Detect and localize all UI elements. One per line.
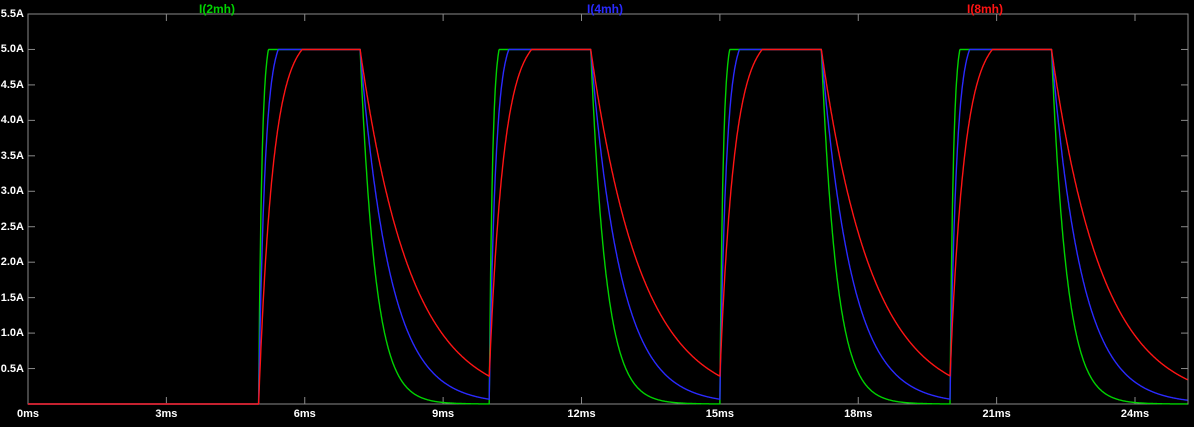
- x-axis-label: 6ms: [293, 408, 316, 420]
- legend-item-i4mh[interactable]: I(4mh): [587, 2, 623, 16]
- y-axis-label: 5.0A: [0, 43, 24, 56]
- legend-item-i8mh[interactable]: I(8mh): [967, 2, 1003, 16]
- trace-I(8mh)[interactable]: [27, 48, 1188, 405]
- y-axis-label: 2.5A: [0, 220, 24, 233]
- trace-legend: I(2mh) I(4mh) I(8mh): [0, 0, 1194, 16]
- x-axis-label: 0ms: [16, 408, 40, 420]
- trace-I(4mh)[interactable]: [27, 48, 1188, 405]
- y-axis-label: 5.5A: [0, 8, 24, 20]
- plot-frame: [27, 13, 1189, 405]
- y-axis-label: 4.0A: [0, 114, 24, 127]
- legend-item-i2mh[interactable]: I(2mh): [199, 2, 235, 16]
- x-axis-label: 12ms: [567, 408, 596, 420]
- trace-I(2mh)[interactable]: [27, 48, 1188, 405]
- x-axis-label: 21ms: [982, 408, 1011, 420]
- y-axis-label: 3.0A: [0, 185, 24, 198]
- x-axis-label: 18ms: [844, 408, 873, 420]
- y-axis-label: 1.0A: [0, 327, 24, 340]
- y-axis-label: 4.5A: [0, 78, 24, 91]
- y-axis-label: 1.5A: [0, 291, 24, 304]
- x-axis-label: 9ms: [432, 408, 455, 420]
- y-axis-label: 3.5A: [0, 149, 24, 162]
- x-axis-label: 3ms: [155, 408, 178, 420]
- y-axis-label: 0.5A: [0, 362, 24, 375]
- y-axis-label: 2.0A: [0, 256, 24, 269]
- x-axis-label: 15ms: [705, 408, 734, 420]
- x-axis-label: 24ms: [1120, 408, 1150, 420]
